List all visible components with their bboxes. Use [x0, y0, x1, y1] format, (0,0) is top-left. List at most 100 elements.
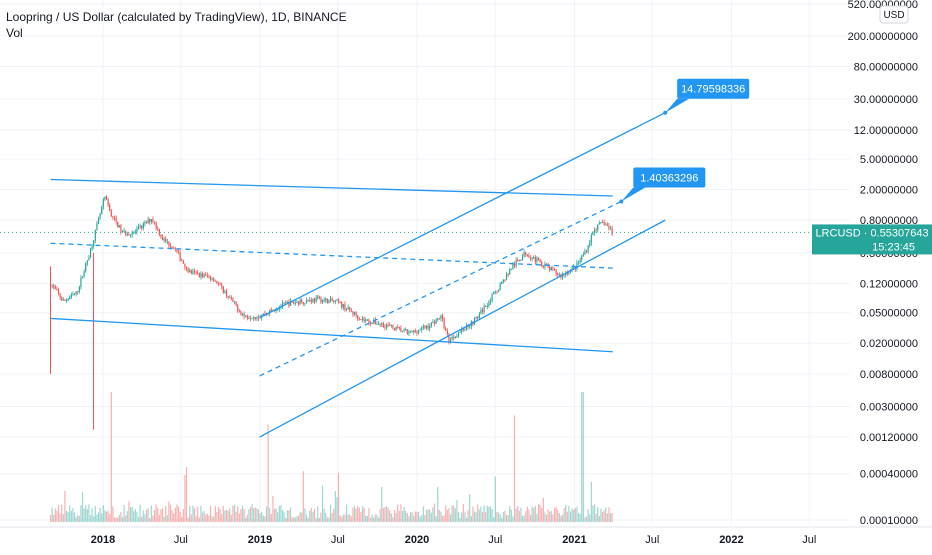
callout-anchor: [619, 199, 624, 204]
volume-bar: [280, 504, 282, 522]
candle-body: [99, 213, 101, 218]
candle-body: [526, 254, 528, 256]
candle-body: [107, 199, 109, 206]
candle-body: [592, 232, 594, 236]
volume-bar: [531, 506, 533, 522]
volume-bar: [427, 509, 429, 522]
volume-bar: [302, 471, 304, 522]
candle-body: [67, 298, 69, 301]
volume-bar: [469, 494, 471, 522]
current-price-tag: [812, 224, 932, 255]
time-tick-label: Jul: [488, 534, 502, 546]
volume-bar: [304, 508, 306, 522]
candle-body: [459, 331, 461, 333]
candle-body: [400, 327, 402, 332]
candle-body: [203, 274, 205, 277]
volume-bar: [406, 513, 408, 522]
price-tick-label: 0.00800000: [860, 369, 918, 381]
candle-body: [325, 298, 327, 300]
volume-bar: [149, 517, 151, 522]
candle-body: [443, 319, 445, 329]
volume-bar: [477, 504, 479, 522]
trendline-dashed: [259, 200, 622, 377]
candle-body: [493, 292, 495, 295]
candle-body: [109, 205, 111, 212]
candle-body: [182, 260, 184, 264]
volume-bar: [589, 514, 591, 522]
volume-bar: [174, 507, 176, 522]
volume-bar: [437, 486, 439, 522]
candle-body: [336, 299, 338, 301]
candle-body: [358, 318, 360, 320]
volume-bar: [609, 512, 612, 522]
volume-bar: [265, 506, 268, 522]
volume-bar: [536, 513, 538, 522]
volume-bar: [529, 514, 532, 522]
volume-bar: [217, 507, 220, 522]
candle-body: [425, 326, 428, 328]
volume-bar: [141, 516, 143, 522]
candle-body: [205, 274, 207, 276]
candle-body: [229, 297, 231, 299]
candle-body: [150, 219, 152, 223]
trendlines: [0, 112, 850, 438]
volume-bar: [273, 508, 276, 522]
candle-body: [465, 324, 468, 330]
volume-bar: [203, 511, 205, 522]
candle-body: [353, 312, 356, 315]
candle-body: [429, 325, 431, 329]
candle-body: [590, 235, 592, 243]
volume-bar: [435, 516, 437, 522]
volume-bar: [237, 506, 239, 522]
candle-body: [246, 315, 248, 319]
candle-body: [477, 317, 479, 319]
time-tick-label: Jul: [802, 534, 816, 546]
candle-body: [177, 251, 180, 253]
grid: [0, 0, 850, 525]
candle-body: [277, 309, 279, 311]
price-tick-label: 5.00000000: [860, 154, 918, 166]
candle-body: [585, 251, 588, 252]
candle-body: [488, 302, 490, 306]
candle-body: [65, 300, 68, 302]
candle-body: [549, 267, 551, 271]
candle-body: [347, 307, 349, 310]
candle-body: [582, 254, 584, 257]
volume-bar: [553, 508, 556, 522]
candle-body: [457, 332, 460, 337]
volume-bar: [571, 508, 573, 522]
candle-body: [270, 309, 272, 311]
volume-bar: [150, 505, 152, 522]
candle-body: [307, 300, 309, 302]
volume-bar: [216, 511, 218, 522]
volume-bar: [352, 507, 354, 522]
candle-body: [211, 278, 213, 280]
volume-bar: [341, 516, 343, 522]
volume-bar: [416, 511, 418, 522]
volume-bar: [83, 508, 85, 522]
candle-body: [430, 322, 432, 326]
candle-body: [192, 270, 194, 274]
candle-body: [235, 301, 237, 306]
volume-bar: [144, 514, 146, 522]
candle-body: [227, 296, 229, 298]
candle-body: [262, 313, 264, 316]
volume-bar: [557, 509, 559, 522]
candle-body: [73, 293, 76, 295]
time-tick-label: 2022: [719, 534, 743, 546]
candle-body: [139, 225, 141, 227]
volume-bar: [241, 505, 244, 522]
candle-body: [528, 255, 530, 258]
volume-bar: [582, 392, 584, 522]
candle-body: [587, 245, 589, 252]
volume-bar: [382, 507, 384, 522]
volume-bar: [267, 424, 269, 522]
volume-bar: [390, 513, 392, 522]
volume-bar: [309, 510, 311, 522]
candle-body: [213, 278, 215, 281]
candle-body: [480, 309, 482, 314]
volume-bar: [510, 509, 512, 522]
volume-bar: [373, 517, 375, 522]
